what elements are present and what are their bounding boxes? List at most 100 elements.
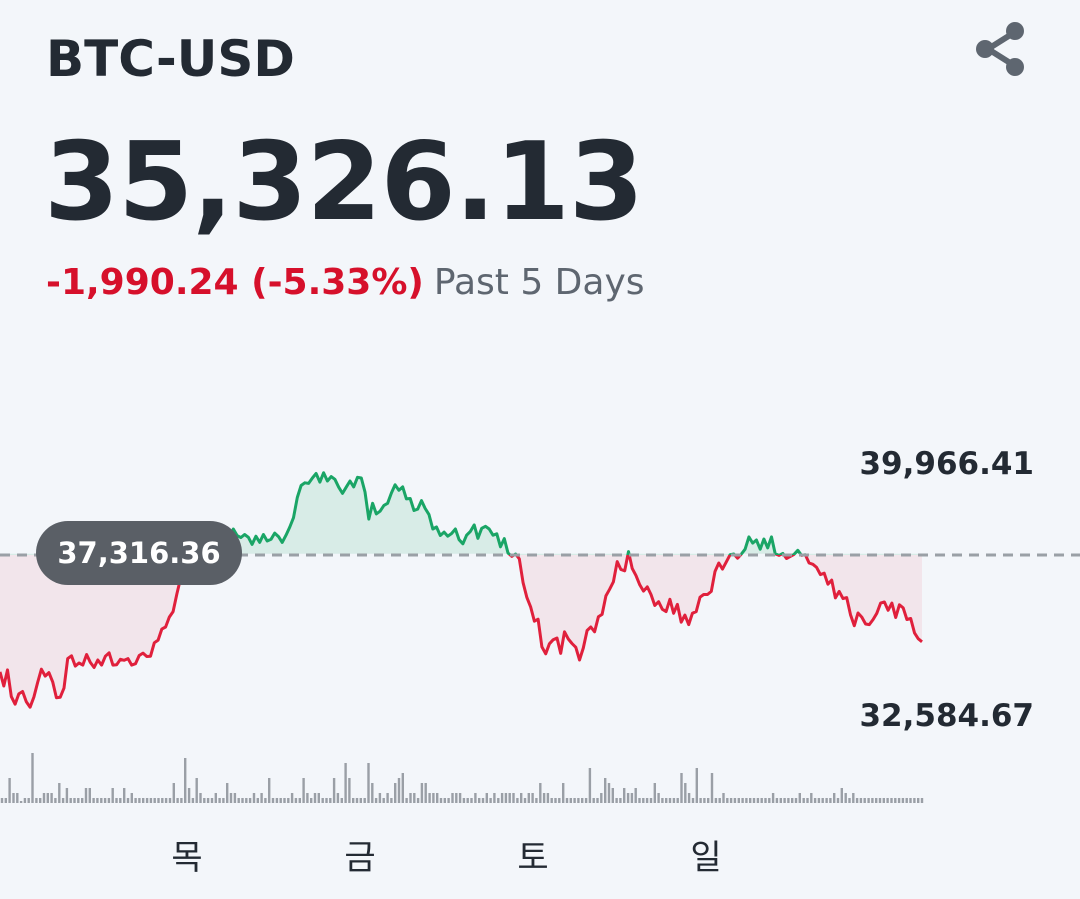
volume-bar [913, 798, 916, 803]
volume-bar [302, 778, 305, 803]
volume-bar [0, 798, 4, 803]
volume-bar [81, 798, 84, 803]
volume-bar [668, 798, 672, 803]
volume-bar [237, 798, 240, 803]
volume-bar [233, 793, 237, 803]
volume-bar [481, 798, 485, 803]
price-chart[interactable] [0, 440, 1080, 880]
volume-bars [0, 753, 924, 803]
volume-bar [466, 798, 469, 803]
volume-bar [649, 798, 653, 803]
volume-bar [245, 798, 248, 803]
volume-bar [836, 798, 840, 803]
volume-bar [172, 783, 175, 803]
volume-bar [168, 798, 172, 803]
volume-bar [405, 798, 408, 803]
volume-bar [829, 798, 832, 803]
volume-bar [134, 798, 137, 803]
volume-bar [604, 778, 607, 803]
volume-bar [348, 778, 351, 803]
volume-bar [558, 798, 561, 803]
volume-bar [630, 793, 634, 803]
volume-bar [340, 798, 343, 803]
volume-bar [69, 798, 72, 803]
volume-bar [226, 783, 229, 803]
volume-bar [386, 793, 389, 803]
volume-bar [791, 798, 794, 803]
volume-bar [794, 798, 798, 803]
volume-bar [42, 793, 46, 803]
volume-bar [458, 793, 462, 803]
volume-bar [619, 798, 622, 803]
volume-bar [298, 798, 301, 803]
high-label: 39,966.41 [859, 446, 1034, 482]
volume-bar [581, 798, 584, 803]
volume-bar [638, 798, 641, 803]
volume-bar [726, 798, 729, 803]
volume-bar [802, 798, 805, 803]
volume-bar [787, 798, 790, 803]
volume-bar [684, 783, 687, 803]
volume-bar [214, 793, 217, 803]
volume-bar [779, 798, 782, 803]
volume-bar [550, 798, 553, 803]
volume-bar [424, 783, 427, 803]
volume-bar [290, 793, 294, 803]
volume-bar [4, 798, 7, 803]
volume-bar [733, 798, 737, 803]
volume-bar [8, 778, 11, 803]
volume-bar [111, 788, 114, 803]
volume-bar [665, 798, 668, 803]
volume-bar [252, 793, 256, 803]
volume-bar [520, 793, 523, 803]
volume-bar [367, 763, 370, 803]
volume-bar [241, 798, 244, 803]
volume-bar [901, 798, 905, 803]
volume-bar [275, 798, 279, 803]
volume-bar [657, 793, 660, 803]
volume-bar [96, 798, 99, 803]
volume-bar [390, 798, 393, 803]
volume-bar [890, 798, 893, 803]
volume-bar [210, 798, 214, 803]
low-label: 32,584.67 [859, 698, 1034, 734]
volume-bar [687, 793, 691, 803]
volume-bar [875, 798, 878, 803]
price-line-below [0, 555, 923, 709]
price-line-above [183, 471, 808, 555]
volume-bar [569, 798, 572, 803]
ticker-symbol: BTC-USD [46, 30, 295, 88]
volume-bar [878, 798, 882, 803]
volume-bar [439, 798, 443, 803]
volume-bar [653, 783, 656, 803]
volume-bar [180, 798, 183, 803]
volume-bar [27, 798, 30, 803]
volume-bar [783, 798, 786, 803]
volume-bar [119, 798, 122, 803]
volume-bar [615, 798, 618, 803]
volume-bar [821, 798, 824, 803]
volume-bar [394, 783, 397, 803]
volume-bar [737, 798, 740, 803]
volume-bar [88, 788, 91, 803]
volume-bar [161, 798, 164, 803]
volume-bar [397, 778, 401, 803]
volume-bar [378, 793, 382, 803]
volume-bar [542, 793, 546, 803]
volume-bar [611, 788, 614, 803]
volume-bar [306, 793, 309, 803]
volume-bar [634, 788, 637, 803]
volume-bar [359, 798, 362, 803]
volume-bar [840, 788, 843, 803]
volume-bar [332, 778, 336, 803]
volume-bar [607, 783, 611, 803]
volume-bar [535, 798, 538, 803]
volume-bar [115, 798, 118, 803]
volume-bar [699, 798, 702, 803]
volume-bar [65, 788, 69, 803]
volume-bar [268, 778, 271, 803]
volume-bar [191, 798, 195, 803]
volume-bar [416, 798, 420, 803]
volume-bar [752, 798, 756, 803]
share-icon[interactable] [970, 18, 1032, 80]
